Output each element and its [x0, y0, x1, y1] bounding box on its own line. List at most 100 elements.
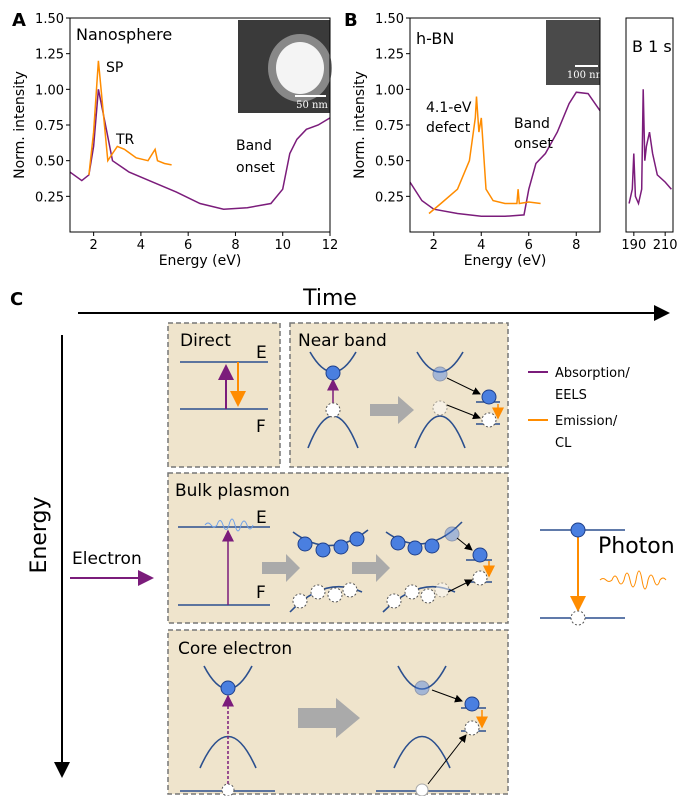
- annotation: Band: [236, 138, 272, 154]
- level-label: F: [256, 417, 266, 437]
- energy-label: Energy: [27, 496, 52, 573]
- arrow: [262, 554, 300, 582]
- band: [393, 735, 451, 769]
- plot-frame: [625, 17, 674, 233]
- plot-frame: [409, 17, 601, 233]
- hole: [434, 582, 450, 598]
- hole: [292, 593, 308, 609]
- series-line: [88, 60, 172, 175]
- y-tick-label: 1.00: [375, 83, 404, 98]
- x-tick-label: 4: [137, 238, 145, 253]
- legend-label: Emission/: [555, 414, 618, 429]
- panel-label: B: [344, 10, 358, 31]
- electron: [472, 547, 488, 563]
- photon-wave: [599, 570, 667, 590]
- level-label: F: [256, 583, 266, 603]
- annotation: SP: [106, 60, 123, 76]
- y-axis-label: Norm. intensity: [352, 71, 368, 179]
- series-line: [428, 96, 541, 215]
- hole: [415, 783, 429, 796]
- hole: [432, 400, 448, 416]
- annotation: 4.1-eV: [426, 100, 472, 116]
- plasmon-wave: [204, 518, 254, 532]
- legend-label: CL: [555, 436, 572, 451]
- legend-label: EELS: [555, 388, 587, 403]
- electron: [220, 680, 236, 696]
- x-axis-label: Energy (eV): [464, 253, 547, 269]
- scale-bar-label: 50 nm: [296, 100, 328, 111]
- box-title: Near band: [298, 331, 387, 351]
- series-line: [628, 89, 672, 206]
- hole: [342, 582, 358, 598]
- series-line: [410, 91, 600, 218]
- panel-label: C: [10, 289, 23, 310]
- particle: [276, 42, 324, 94]
- box-title: Bulk plasmon: [175, 481, 290, 501]
- y-tick-label: 0.75: [375, 119, 404, 134]
- electron: [414, 680, 430, 696]
- y-tick-label: 0.50: [35, 155, 64, 170]
- hole: [404, 584, 420, 600]
- x-tick-label: 2: [430, 238, 438, 253]
- hole: [310, 584, 326, 600]
- band: [416, 351, 464, 373]
- y-tick-label: 0.25: [35, 190, 64, 205]
- hole: [481, 412, 497, 428]
- hole: [325, 402, 341, 418]
- arrow: [431, 689, 463, 703]
- electron: [349, 531, 365, 547]
- x-tick-label: 190: [621, 238, 646, 253]
- panel-label: A: [12, 10, 26, 31]
- hole: [221, 783, 235, 796]
- annotation: onset: [236, 160, 275, 176]
- arrow: [456, 537, 473, 551]
- arrow: [427, 734, 467, 785]
- x-tick-label: 4: [477, 238, 485, 253]
- arrow: [370, 396, 414, 424]
- diagram: C Time Energy Direct E F Near band Absor…: [10, 286, 675, 796]
- electron: [424, 538, 440, 554]
- electron: [432, 366, 448, 382]
- x-tick-label: 10: [274, 238, 291, 253]
- level-label: E: [256, 343, 267, 363]
- arrow: [298, 698, 360, 738]
- annotation: h-BN: [416, 29, 454, 48]
- electron: [325, 365, 341, 381]
- box-title: Core electron: [178, 639, 292, 659]
- y-tick-label: 1.25: [375, 48, 404, 63]
- band: [397, 665, 447, 690]
- electron: [444, 526, 460, 542]
- x-tick-label: 210: [653, 238, 678, 253]
- y-tick-label: 0.25: [375, 190, 404, 205]
- y-tick-label: 0.50: [375, 155, 404, 170]
- arrow: [447, 579, 473, 593]
- plot-frame: [69, 17, 331, 233]
- annotation: Band: [514, 116, 550, 132]
- x-tick-label: 12: [322, 238, 339, 253]
- x-tick-label: 8: [572, 238, 580, 253]
- panel-box: [167, 322, 281, 468]
- hole: [327, 587, 343, 603]
- annotation: B 1 s: [632, 37, 672, 56]
- x-tick-label: 8: [231, 238, 239, 253]
- electron: [570, 522, 586, 538]
- hole: [472, 570, 488, 586]
- arrow: [352, 554, 390, 582]
- panel-box: [289, 322, 509, 468]
- hole: [420, 588, 436, 604]
- level-label: E: [256, 508, 267, 528]
- y-tick-label: 1.25: [35, 48, 64, 63]
- electron: [481, 389, 497, 405]
- series-line: [70, 89, 330, 210]
- electron: [464, 696, 480, 712]
- x-tick-label: 2: [89, 238, 97, 253]
- arrow: [446, 377, 481, 395]
- time-label: Time: [302, 286, 357, 311]
- y-tick-label: 0.75: [35, 119, 64, 134]
- box-title: Direct: [180, 331, 231, 351]
- y-tick-label: 1.50: [375, 12, 404, 27]
- y-axis-label: Norm. intensity: [12, 71, 28, 179]
- input-label: Electron: [72, 549, 142, 569]
- hole: [386, 593, 402, 609]
- electron: [390, 535, 406, 551]
